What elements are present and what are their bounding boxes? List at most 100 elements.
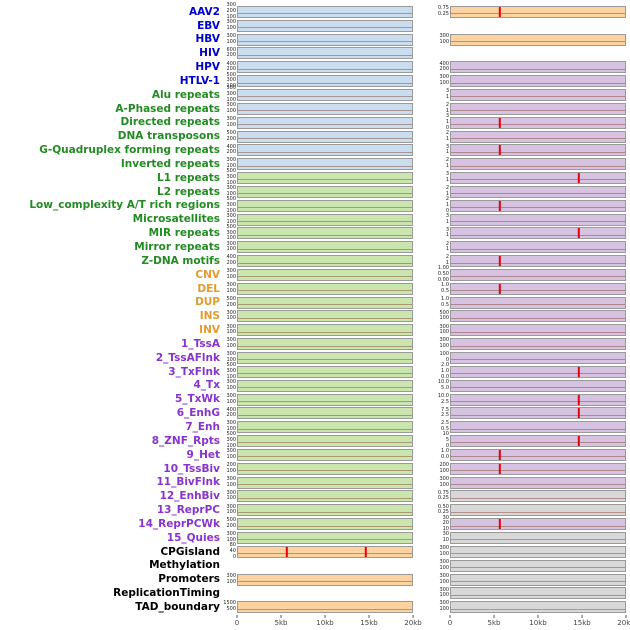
peak-marker	[577, 436, 581, 447]
right-panel: 2.0 1.0 0.0	[413, 362, 626, 379]
y-axis-tick-label: 3	[445, 143, 449, 150]
density-strip	[450, 490, 626, 503]
peak-marker	[498, 145, 501, 156]
x-axis-tick	[368, 615, 370, 618]
density-strip	[237, 172, 413, 185]
feature-row: DEL 300 100 1.0 0.5	[0, 282, 630, 296]
density-strip	[237, 490, 413, 503]
feature-row: 6_EnhG 400 200 7.5 2.5	[0, 406, 630, 420]
feature-row: 14_ReprPCWk 500 200 30 20 10	[0, 515, 630, 532]
y-axis-tick-label: 200	[226, 52, 236, 59]
y-axis-tick-label: 100	[226, 273, 236, 280]
row-label: A-Phased repeats	[115, 102, 220, 115]
y-axis-tick-label: 3	[445, 88, 449, 95]
feature-row: Directed repeats 300 100 3 1 0	[0, 113, 630, 130]
right-panel	[413, 19, 626, 33]
y-axis-tick-label: 500	[226, 517, 236, 524]
feature-row: 7_Enh 300 100 2.5 0.5	[0, 420, 630, 434]
right-panel: 300 100	[413, 476, 626, 490]
density-strip	[450, 241, 626, 254]
y-axis-tick-labels: 500 300 100	[225, 86, 237, 103]
feature-row: Promoters 300 100 300 100	[0, 573, 630, 587]
density-strip	[450, 282, 626, 295]
y-axis-tick-label: 1	[445, 149, 449, 156]
x-axis-spacer	[0, 615, 237, 629]
y-axis-tick-label: 100	[226, 121, 236, 128]
y-axis-tick-label: 2	[445, 102, 449, 109]
y-axis-tick-label: 200	[226, 260, 236, 267]
row-label: MIR repeats	[148, 227, 220, 240]
row-label: DNA transposons	[117, 130, 220, 143]
density-strip	[450, 504, 626, 517]
y-axis-tick-labels: 300 100	[225, 504, 237, 517]
y-axis-tick-labels: 300 100	[438, 33, 450, 46]
y-axis-tick-label: 1.0	[441, 367, 449, 374]
row-label: INS	[199, 310, 220, 323]
y-axis-tick-labels: 300 100	[225, 268, 237, 281]
right-panel: 100 0	[413, 351, 626, 365]
y-axis-tick-label: 5.0	[441, 384, 449, 391]
y-axis-tick-label: 30	[442, 531, 449, 538]
x-axis-tick	[236, 615, 238, 618]
peak-marker	[498, 6, 501, 17]
density-strip	[450, 545, 626, 558]
y-axis-tick-labels: 0.75 0.25	[438, 5, 450, 18]
y-axis-tick-label: 7.5	[441, 406, 449, 413]
y-axis-tick-label: 0.25	[437, 495, 449, 502]
density-strip	[450, 61, 626, 74]
y-axis-tick-label: 1.0	[441, 282, 449, 289]
left-panel: 200 100	[225, 462, 413, 476]
left-panel: 300 100	[225, 185, 413, 199]
y-axis-tick-label: 100	[439, 80, 449, 87]
row-label: 4_Tx	[193, 379, 221, 392]
y-axis-tick-labels: 300 100	[225, 213, 237, 226]
row-label: Promoters	[158, 573, 220, 586]
y-axis-tick-label: 300	[226, 115, 236, 122]
row-label: G-Quadruplex forming repeats	[39, 144, 220, 157]
density-strip	[237, 476, 413, 489]
density-strip	[237, 338, 413, 351]
y-axis-tick-label: 300	[226, 19, 236, 26]
peak-marker	[498, 449, 501, 460]
row-label: AAV2	[189, 5, 220, 18]
density-strip	[450, 393, 626, 406]
y-axis-tick-label: 100	[439, 606, 449, 613]
y-axis-tick-labels: 200 100	[225, 462, 237, 475]
density-strip	[237, 462, 413, 475]
feature-row: Microsatellites 300 100 3 1	[0, 213, 630, 227]
density-strip	[237, 531, 413, 544]
peak-marker	[498, 283, 501, 294]
density-strip	[450, 5, 626, 18]
density-strip	[450, 199, 626, 212]
density-strip	[237, 296, 413, 309]
right-panel: 300 100	[413, 545, 626, 559]
density-strip	[450, 75, 626, 88]
density-strip	[450, 130, 626, 143]
y-axis-tick-label: 5	[445, 437, 449, 444]
right-panel: 300 100	[413, 573, 626, 587]
x-axis-tick-label: 15kb	[360, 618, 378, 627]
y-axis-tick-labels: 30 10	[438, 531, 450, 544]
y-axis-tick-label: 100	[226, 38, 236, 45]
x-axis-tick	[412, 615, 414, 618]
density-strip	[237, 282, 413, 295]
y-axis-tick-label: 200	[226, 462, 236, 469]
density-strip	[237, 227, 413, 240]
y-axis-tick-label: 10.0	[437, 378, 449, 385]
density-strip	[450, 352, 626, 365]
y-axis-tick-label: 1	[445, 107, 449, 114]
y-axis-tick-label: 100	[226, 384, 236, 391]
right-panel: 300 100	[413, 586, 626, 600]
x-axis-row: 0 5kb 10kb 15kb 20kb 0 5kb 10kb 15kb 20kb	[0, 615, 630, 629]
left-panel: 400 200	[225, 143, 413, 157]
density-strip	[450, 172, 626, 185]
